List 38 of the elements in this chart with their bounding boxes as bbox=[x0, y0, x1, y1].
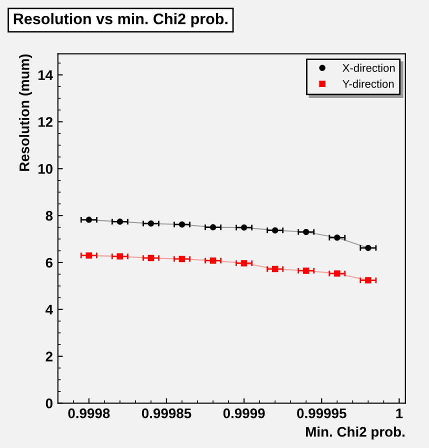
point bbox=[334, 234, 340, 241]
point bbox=[178, 256, 186, 262]
y-tick-label: 2 bbox=[46, 352, 52, 362]
y-tick-label: 10 bbox=[38, 164, 52, 174]
point bbox=[116, 253, 124, 260]
point bbox=[210, 224, 216, 230]
x-tick-label: 0.9998 bbox=[68, 408, 110, 418]
x-tick-label: 0.9999 bbox=[223, 408, 265, 418]
point bbox=[86, 216, 92, 223]
chart-title: Resolution vs min. Chi2 prob. bbox=[14, 13, 228, 28]
x-tick-label: 0.99995 bbox=[297, 408, 346, 418]
point bbox=[210, 257, 216, 264]
y-tick-label: 14 bbox=[38, 70, 53, 80]
point bbox=[148, 220, 154, 227]
point bbox=[148, 254, 154, 262]
y-tick-label: 8 bbox=[46, 210, 53, 221]
y-tick-label: 4 bbox=[46, 304, 53, 314]
x-axis-title: Min. Chi2 prob. bbox=[306, 426, 404, 440]
y-tick-label: 12 bbox=[38, 117, 52, 127]
point bbox=[240, 224, 248, 231]
y-axis-title: Resolution (mum) bbox=[19, 54, 32, 171]
point bbox=[302, 228, 310, 236]
legend-label: X-direction bbox=[342, 64, 395, 72]
point bbox=[272, 266, 278, 272]
x-tick-label: 0.99985 bbox=[142, 408, 192, 418]
point bbox=[272, 227, 278, 234]
point bbox=[365, 277, 372, 284]
legend-label: Y-direction bbox=[342, 80, 394, 88]
x-tick-label: 1 bbox=[396, 408, 403, 418]
point bbox=[86, 252, 92, 259]
point bbox=[178, 221, 186, 228]
point bbox=[240, 260, 248, 266]
point bbox=[116, 218, 124, 225]
point bbox=[302, 268, 310, 274]
y-tick-label: 6 bbox=[46, 258, 53, 268]
point bbox=[365, 244, 372, 252]
y-tick-label: 0 bbox=[46, 398, 52, 408]
point bbox=[334, 270, 340, 277]
